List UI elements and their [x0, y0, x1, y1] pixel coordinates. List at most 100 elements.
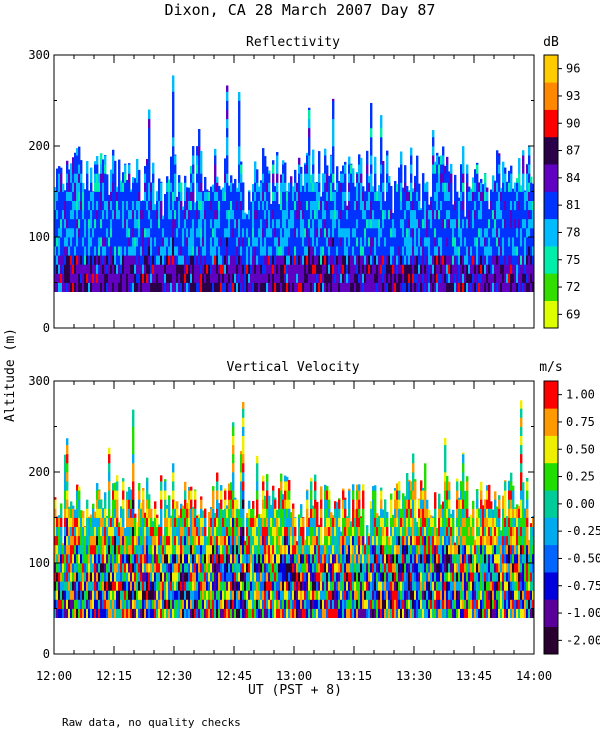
y-tick-label: 0	[43, 321, 50, 335]
heatmap-cell	[410, 191, 413, 201]
heatmap-cell	[350, 218, 353, 229]
heatmap-cell	[232, 535, 235, 546]
heatmap-cell	[116, 481, 119, 491]
heatmap-cell	[198, 264, 201, 274]
heatmap-cell	[270, 218, 273, 229]
heatmap-cell	[476, 191, 479, 201]
heatmap-cell	[66, 490, 69, 500]
heatmap-cell	[520, 246, 523, 256]
heatmap-cell	[112, 200, 115, 211]
heatmap-cell	[136, 572, 139, 582]
heatmap-cell	[188, 553, 191, 564]
heatmap-cell	[176, 608, 179, 618]
heatmap-cell	[508, 237, 511, 247]
heatmap-cell	[398, 167, 401, 174]
heatmap-cell	[448, 209, 451, 220]
heatmap-cell	[86, 572, 89, 582]
heatmap-cell	[170, 599, 173, 609]
heatmap-cell	[444, 218, 447, 229]
heatmap-cell	[56, 553, 59, 564]
heatmap-cell	[518, 227, 521, 238]
heatmap-cell	[240, 453, 243, 464]
heatmap-cell	[530, 200, 533, 211]
heatmap-cell	[498, 282, 501, 292]
heatmap-cell	[320, 246, 323, 256]
heatmap-cell	[430, 264, 433, 274]
heatmap-cell	[204, 227, 207, 238]
heatmap-cell	[62, 246, 65, 256]
heatmap-cell	[272, 246, 275, 256]
heatmap-cell	[144, 237, 147, 247]
heatmap-cell	[136, 246, 139, 256]
heatmap-cell	[224, 158, 227, 165]
heatmap-cell	[136, 526, 139, 537]
heatmap-cell	[270, 608, 273, 618]
heatmap-cell	[244, 590, 247, 600]
heatmap-cell	[220, 246, 223, 256]
heatmap-cell	[302, 237, 305, 247]
heatmap-cell	[494, 180, 497, 183]
heatmap-cell	[184, 581, 187, 591]
heatmap-cell	[306, 164, 309, 174]
heatmap-cell	[186, 264, 189, 274]
heatmap-cell	[456, 209, 459, 220]
heatmap-cell	[526, 237, 529, 247]
heatmap-cell	[426, 191, 429, 201]
heatmap-cell	[266, 173, 269, 183]
heatmap-cell	[404, 255, 407, 265]
heatmap-cell	[262, 182, 265, 192]
heatmap-cell	[270, 535, 273, 546]
heatmap-cell	[142, 255, 145, 265]
heatmap-cell	[206, 200, 209, 211]
heatmap-cell	[358, 154, 361, 156]
heatmap-cell	[192, 155, 195, 165]
heatmap-cell	[186, 517, 189, 527]
heatmap-cell	[78, 200, 81, 211]
heatmap-cell	[358, 255, 361, 265]
heatmap-cell	[234, 237, 237, 247]
heatmap-cell	[252, 526, 255, 537]
heatmap-cell	[200, 246, 203, 256]
heatmap-cell	[270, 282, 273, 292]
heatmap-cell	[218, 590, 221, 600]
heatmap-cell	[238, 136, 241, 147]
heatmap-cell	[228, 227, 231, 238]
heatmap-cell	[134, 590, 137, 600]
heatmap-cell	[242, 209, 245, 220]
heatmap-cell	[256, 490, 259, 500]
heatmap-cell	[204, 182, 207, 192]
heatmap-cell	[198, 191, 201, 201]
heatmap-cell	[486, 200, 489, 211]
heatmap-cell	[172, 472, 175, 482]
heatmap-cell	[66, 209, 69, 220]
heatmap-cell	[282, 273, 285, 283]
heatmap-cell	[480, 227, 483, 238]
heatmap-cell	[522, 164, 525, 174]
heatmap-cell	[280, 174, 283, 183]
heatmap-cell	[232, 246, 235, 256]
heatmap-cell	[80, 264, 83, 274]
heatmap-cell	[112, 572, 115, 582]
heatmap-cell	[314, 237, 317, 247]
heatmap-cell	[236, 608, 239, 618]
heatmap-cell	[164, 572, 167, 582]
heatmap-cell	[472, 182, 475, 192]
heatmap-cell	[108, 572, 111, 582]
heatmap-cell	[228, 563, 231, 573]
heatmap-cell	[232, 200, 235, 211]
heatmap-cell	[504, 237, 507, 247]
heatmap-cell	[476, 164, 479, 174]
heatmap-cell	[194, 227, 197, 238]
heatmap-cell	[242, 481, 245, 491]
heatmap-cell	[276, 151, 279, 156]
heatmap-cell	[508, 200, 511, 211]
heatmap-cell	[188, 608, 191, 618]
heatmap-cell	[158, 246, 161, 256]
heatmap-cell	[338, 273, 341, 283]
heatmap-cell	[328, 182, 331, 192]
heatmap-cell	[116, 563, 119, 573]
heatmap-cell	[234, 563, 237, 573]
heatmap-cell	[270, 517, 273, 527]
heatmap-cell	[144, 282, 147, 292]
heatmap-cell	[332, 200, 335, 211]
